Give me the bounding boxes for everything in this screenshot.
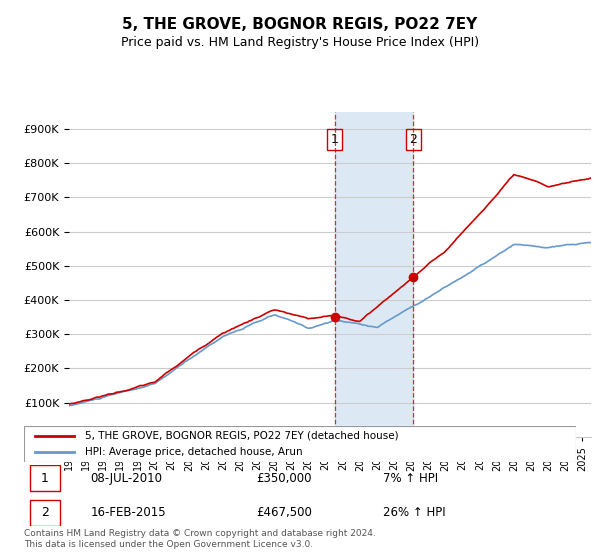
Text: 2: 2 bbox=[41, 506, 49, 519]
Text: 26% ↑ HPI: 26% ↑ HPI bbox=[383, 506, 445, 519]
Text: Price paid vs. HM Land Registry's House Price Index (HPI): Price paid vs. HM Land Registry's House … bbox=[121, 36, 479, 49]
Text: 5, THE GROVE, BOGNOR REGIS, PO22 7EY: 5, THE GROVE, BOGNOR REGIS, PO22 7EY bbox=[122, 17, 478, 32]
Text: 16-FEB-2015: 16-FEB-2015 bbox=[90, 506, 166, 519]
Text: Contains HM Land Registry data © Crown copyright and database right 2024.
This d: Contains HM Land Registry data © Crown c… bbox=[24, 529, 376, 549]
FancyBboxPatch shape bbox=[24, 426, 576, 462]
Text: £467,500: £467,500 bbox=[256, 506, 312, 519]
Text: 1: 1 bbox=[41, 472, 49, 485]
Text: 2: 2 bbox=[409, 133, 417, 146]
FancyBboxPatch shape bbox=[29, 465, 60, 491]
Text: 08-JUL-2010: 08-JUL-2010 bbox=[90, 472, 162, 485]
Text: 5, THE GROVE, BOGNOR REGIS, PO22 7EY (detached house): 5, THE GROVE, BOGNOR REGIS, PO22 7EY (de… bbox=[85, 431, 398, 441]
Text: £350,000: £350,000 bbox=[256, 472, 311, 485]
Text: 1: 1 bbox=[331, 133, 338, 146]
Bar bbox=[335, 112, 413, 437]
Text: 7% ↑ HPI: 7% ↑ HPI bbox=[383, 472, 438, 485]
Text: HPI: Average price, detached house, Arun: HPI: Average price, detached house, Arun bbox=[85, 447, 302, 457]
FancyBboxPatch shape bbox=[29, 500, 60, 526]
